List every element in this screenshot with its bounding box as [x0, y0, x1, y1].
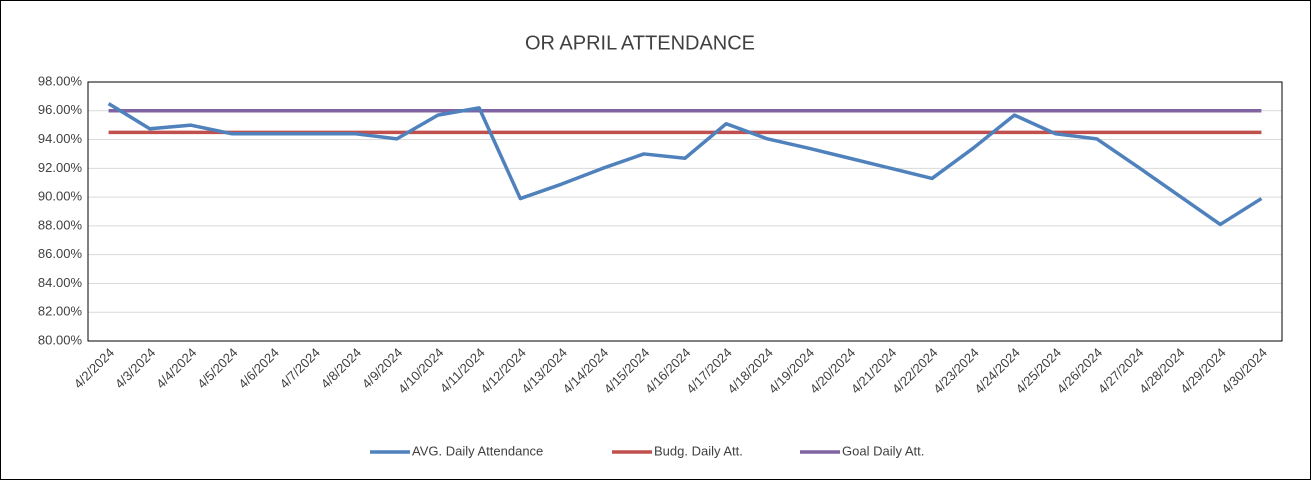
y-tick-label: 96.00%: [38, 102, 83, 117]
y-tick-label: 98.00%: [38, 73, 83, 88]
y-tick-label: 80.00%: [38, 332, 83, 347]
y-tick-label: 90.00%: [38, 189, 83, 204]
y-tick-label: 88.00%: [38, 217, 83, 232]
y-tick-label: 86.00%: [38, 246, 83, 261]
y-tick-label: 82.00%: [38, 304, 83, 319]
y-tick-label: 84.00%: [38, 275, 83, 290]
series-line: [107, 102, 1263, 227]
chart-title: OR APRIL ATTENDANCE: [525, 32, 755, 54]
legend-label: Budg. Daily Att.: [654, 443, 743, 458]
legend-label: Goal Daily Att.: [842, 443, 924, 458]
y-tick-label: 94.00%: [38, 131, 83, 146]
y-tick-label: 92.00%: [38, 160, 83, 175]
legend-label: AVG. Daily Attendance: [412, 443, 543, 458]
plot-border: [87, 81, 1283, 342]
